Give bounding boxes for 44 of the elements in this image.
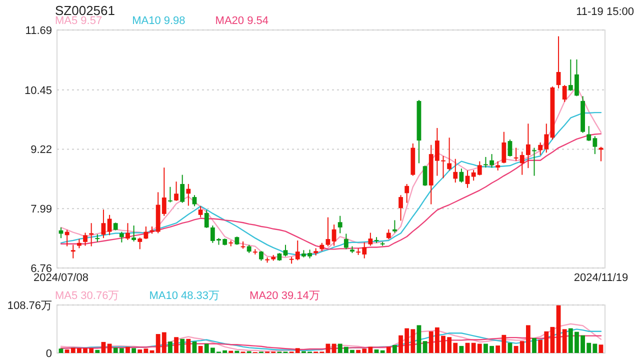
- bar: [459, 346, 464, 353]
- y-tick-label: 108.76万: [7, 300, 52, 312]
- bar: [198, 346, 203, 353]
- bar: [550, 326, 555, 353]
- bar: [168, 342, 172, 353]
- bar: [58, 348, 64, 353]
- chart-title: SZ002561: [55, 3, 115, 18]
- bar: [598, 344, 604, 353]
- bar: [556, 305, 561, 353]
- bar: [101, 342, 106, 353]
- y-tick-label: 9.22: [30, 144, 52, 156]
- bar: [392, 345, 397, 353]
- x-tick-label: 2024/11/19: [574, 272, 628, 284]
- bar: [186, 338, 191, 353]
- text: MA20 39.14万: [250, 290, 320, 302]
- x-tick-label: 2024/07/08: [33, 272, 89, 284]
- bar: [562, 329, 567, 353]
- y-tick-label: 7.99: [30, 204, 52, 216]
- bar: [107, 344, 112, 353]
- text: MA10 48.33万: [149, 290, 220, 302]
- bar: [422, 341, 428, 353]
- bar: [174, 337, 178, 353]
- bar: [192, 342, 197, 353]
- bar: [332, 344, 336, 353]
- text: MA20 9.54: [215, 15, 268, 27]
- y-tick-label: 10.45: [24, 84, 52, 97]
- bar: [416, 325, 422, 353]
- y-tick-label: 11.69: [25, 25, 52, 37]
- bar: [132, 348, 136, 353]
- line-series: [60, 335, 602, 350]
- bar: [326, 344, 330, 353]
- text: MA10 9.98: [132, 15, 186, 27]
- line-series: [60, 323, 602, 352]
- bar: [126, 346, 130, 353]
- bar: [380, 350, 385, 353]
- bar: [532, 338, 536, 353]
- bar: [95, 350, 100, 353]
- text: MA5 9.57: [55, 15, 102, 27]
- bar: [374, 349, 379, 353]
- bar: [386, 346, 391, 353]
- text: MA5 30.76万: [55, 290, 120, 302]
- bar: [180, 338, 185, 353]
- y-tick-label: 0: [46, 348, 52, 360]
- text: 11-19 15:00: [576, 6, 634, 18]
